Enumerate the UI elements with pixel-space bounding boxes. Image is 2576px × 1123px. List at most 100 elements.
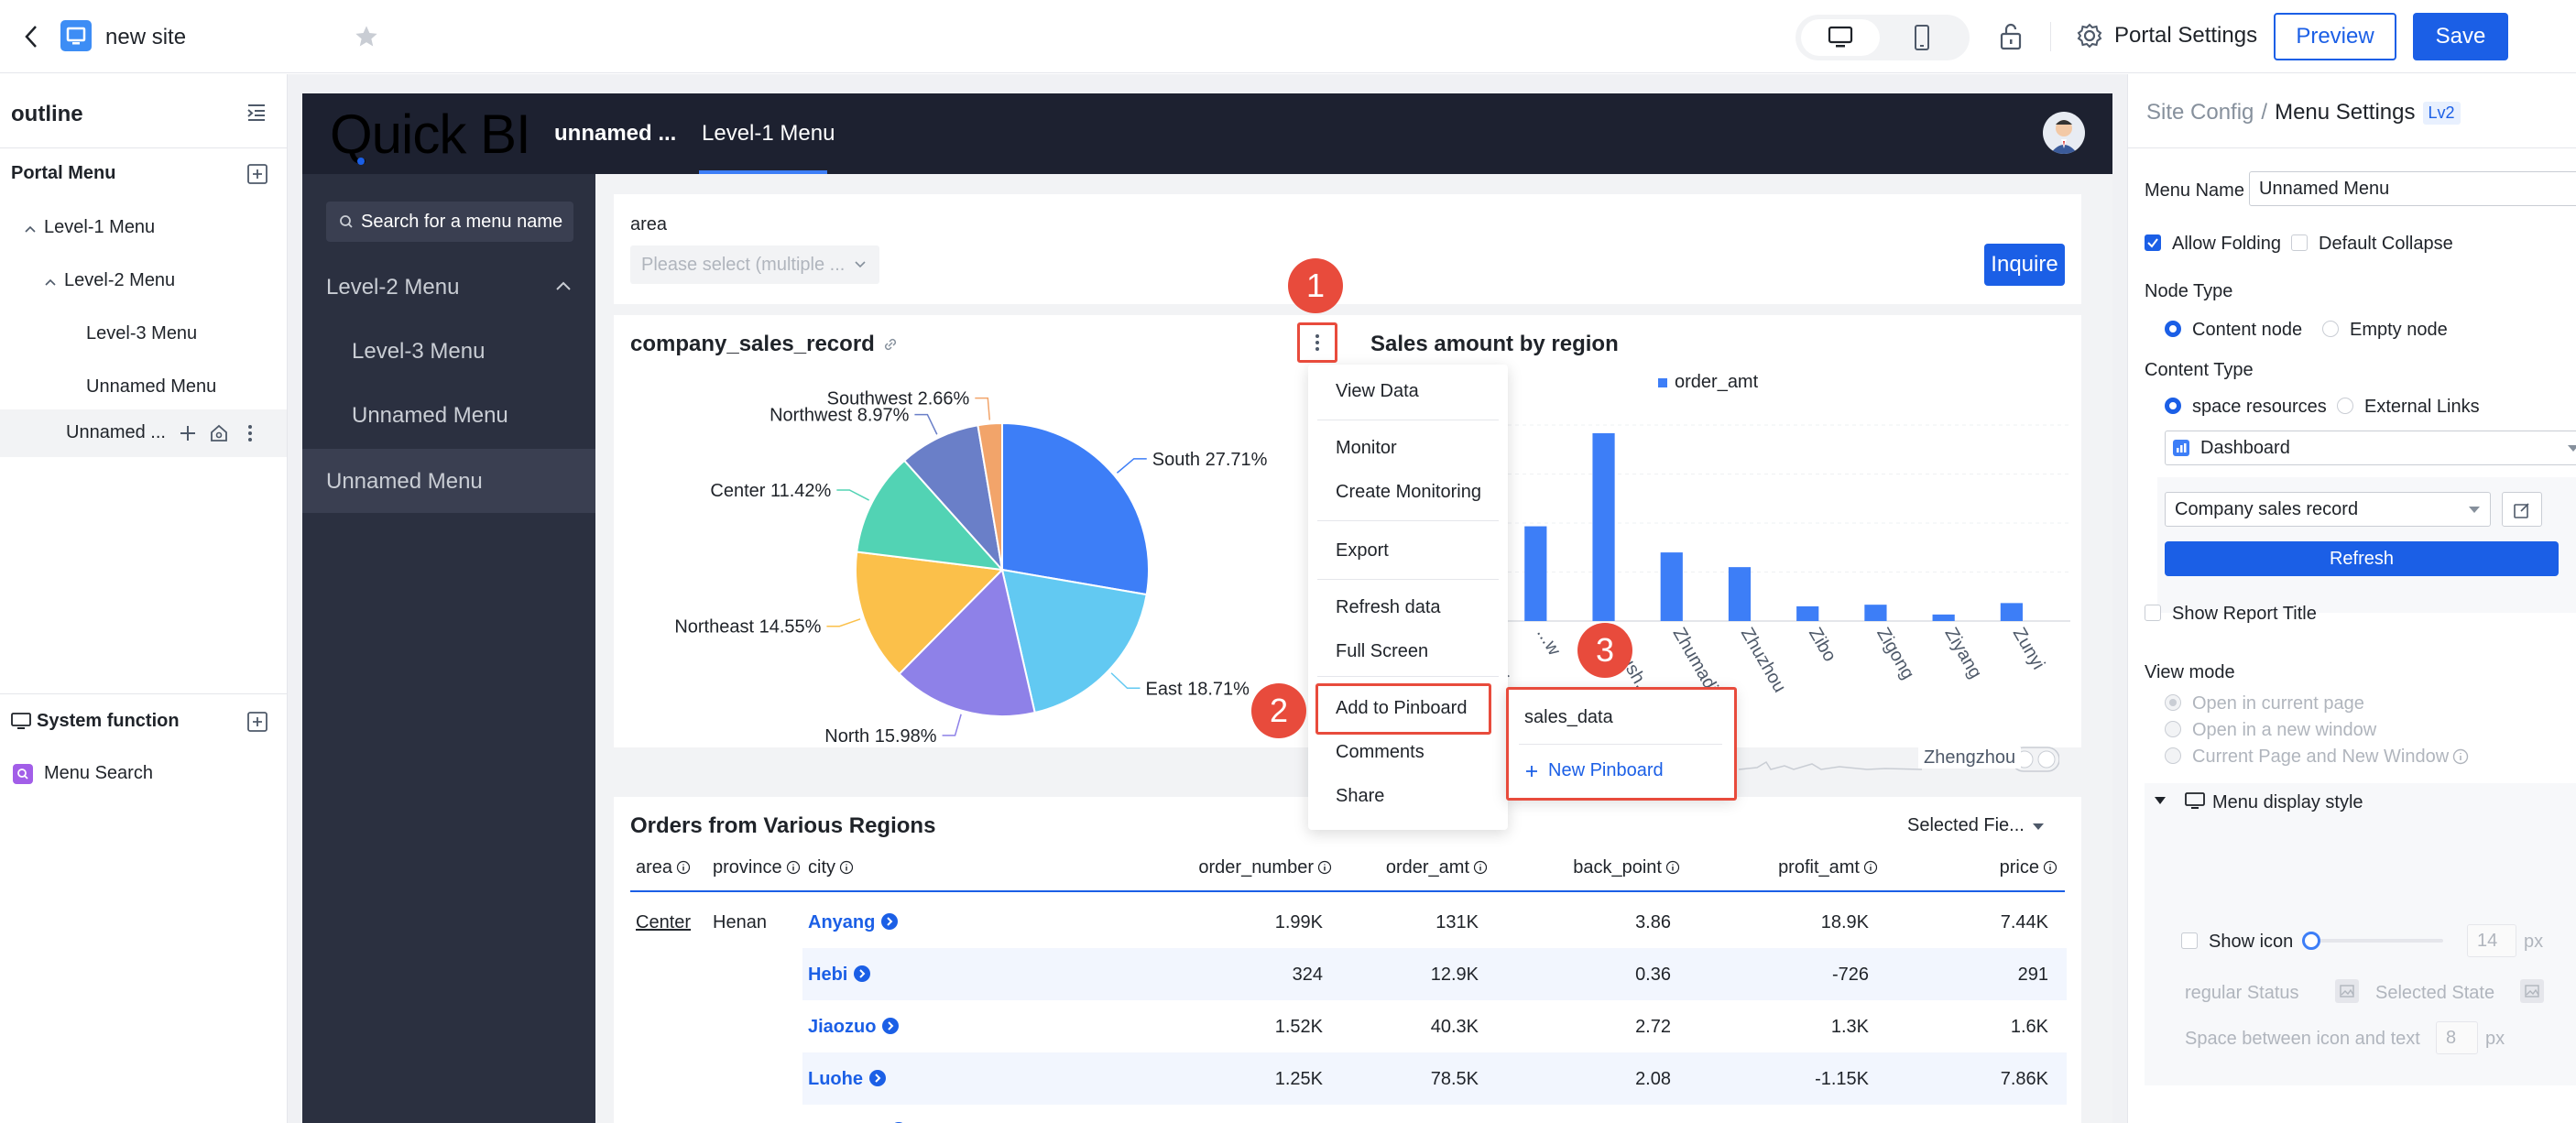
collapse-outline-icon[interactable] — [246, 102, 267, 124]
pie-slice-center[interactable] — [856, 459, 1005, 572]
table-cell-city[interactable]: Jiaozuo — [808, 1017, 900, 1038]
desktop-view-button[interactable] — [1801, 19, 1880, 56]
inquire-button[interactable]: Inquire — [1984, 244, 2065, 286]
area-select[interactable]: Please select (multiple ... — [630, 245, 879, 284]
sidebar-item-unnamed[interactable]: Unnamed Menu — [352, 403, 508, 428]
pie-slice-south[interactable] — [1001, 421, 1150, 596]
outline-item-unnamed[interactable]: Unnamed Menu — [86, 376, 217, 397]
back-arrow-icon[interactable] — [24, 24, 38, 49]
column-header-price[interactable]: price — [2000, 857, 2058, 878]
bar-ziyang[interactable] — [1932, 614, 1955, 621]
mobile-view-button[interactable] — [1913, 24, 1931, 51]
pie-slice-east[interactable] — [1000, 568, 1148, 714]
preview-button[interactable]: Preview — [2274, 13, 2396, 60]
sidebar-item-label: Unnamed Menu — [326, 469, 483, 494]
menu-monitor[interactable]: Monitor — [1336, 438, 1397, 458]
table-cell-city[interactable]: Hebi — [808, 965, 871, 986]
column-header-city[interactable]: city — [808, 857, 854, 878]
pie-slice-northwest[interactable] — [902, 424, 1004, 573]
more-vertical-icon[interactable] — [1314, 333, 1321, 353]
add-function-icon[interactable] — [247, 712, 267, 732]
content-node-radio[interactable] — [2165, 321, 2181, 337]
save-button[interactable]: Save — [2413, 13, 2508, 60]
menu-create-monitoring[interactable]: Create Monitoring — [1336, 482, 1481, 502]
sidebar-item-active[interactable]: Unnamed Menu — [302, 449, 595, 513]
regular-status-image-icon[interactable] — [2335, 979, 2359, 1003]
menu-comments[interactable]: Comments — [1336, 742, 1424, 762]
bar-zigong[interactable] — [1864, 605, 1887, 621]
nav-level1-menu[interactable]: Level-1 Menu — [702, 121, 835, 146]
new-pinboard-button[interactable]: New Pinboard — [1524, 760, 1664, 781]
refresh-button[interactable]: Refresh — [2165, 541, 2559, 576]
open-new-radio[interactable] — [2165, 721, 2181, 737]
default-collapse-checkbox[interactable] — [2291, 234, 2308, 251]
outline-item-level3[interactable]: Level-3 Menu — [86, 323, 198, 343]
selected-state-image-icon[interactable] — [2520, 979, 2544, 1003]
menu-search-item[interactable]: Menu Search — [13, 763, 153, 784]
open-current-radio[interactable] — [2165, 694, 2181, 711]
column-header-area[interactable]: area — [636, 857, 691, 878]
bar-zhuzhou[interactable] — [1728, 567, 1752, 621]
menu-name-input[interactable]: Unnamed Menu — [2249, 171, 2576, 206]
slider-handle[interactable] — [2302, 932, 2320, 950]
site-name[interactable]: new site — [105, 25, 187, 49]
chevron-up-icon[interactable] — [555, 280, 572, 291]
menu-export[interactable]: Export — [1336, 540, 1389, 561]
resource-name-select[interactable]: Company sales record — [2165, 492, 2491, 527]
menu-full-screen[interactable]: Full Screen — [1336, 641, 1429, 661]
icon-size-slider[interactable] — [2306, 939, 2443, 943]
avatar[interactable] — [2043, 112, 2085, 154]
column-header-profit-amt[interactable]: profit_amt — [1778, 857, 1878, 878]
sidebar-item-level2[interactable]: Level-2 Menu — [326, 275, 460, 300]
pinboard-item[interactable]: sales_data — [1524, 707, 1613, 727]
pie-slice-north[interactable] — [898, 568, 1036, 717]
table-cell-area[interactable]: Center — [636, 912, 691, 933]
bar-zhoushan[interactable] — [1592, 432, 1615, 621]
allow-folding-checkbox[interactable] — [2145, 234, 2161, 251]
lock-icon[interactable] — [1998, 22, 2024, 51]
selected-fields-dropdown[interactable]: Selected Fie... — [1907, 815, 2045, 836]
chevron-up-icon[interactable] — [44, 278, 57, 287]
edit-resource-button[interactable] — [2502, 492, 2542, 527]
caret-down-icon[interactable] — [2154, 796, 2167, 805]
bar-zhoukou[interactable] — [1524, 526, 1547, 621]
outline-item-level1[interactable]: Level-1 Menu — [44, 217, 156, 237]
outline-item-level2[interactable]: Level-2 Menu — [64, 270, 176, 290]
table-cell-city[interactable]: Anyang — [808, 912, 899, 933]
menu-search-input[interactable]: Search for a menu name — [326, 202, 573, 242]
open-both-radio[interactable] — [2165, 747, 2181, 764]
info-icon[interactable] — [2452, 748, 2469, 765]
pie-slice-northeast[interactable] — [855, 551, 1005, 676]
icon-size-input[interactable]: 14 — [2467, 924, 2516, 957]
sidebar-item-level3[interactable]: Level-3 Menu — [352, 339, 486, 364]
column-header-back-point[interactable]: back_point — [1573, 857, 1680, 878]
portal-settings-button[interactable]: Portal Settings — [2076, 22, 2257, 49]
bar-zhumadian[interactable] — [1660, 552, 1683, 621]
external-links-radio[interactable] — [2337, 398, 2353, 414]
space-resources-radio[interactable] — [2165, 398, 2181, 414]
pie-slice-southwest[interactable] — [977, 421, 1003, 571]
column-header-order-number[interactable]: order_number — [1198, 857, 1332, 878]
resource-type-select[interactable]: Dashboard — [2165, 431, 2576, 465]
menu-share[interactable]: Share — [1336, 786, 1385, 806]
outline-item-selected[interactable]: Unnamed ... — [0, 409, 287, 457]
table-cell-city[interactable]: Luohe — [808, 1069, 887, 1090]
empty-node-radio[interactable] — [2322, 321, 2339, 337]
breadcrumb-root[interactable]: Site Config — [2146, 100, 2254, 125]
chevron-up-icon[interactable] — [24, 224, 37, 234]
star-icon[interactable] — [354, 24, 379, 49]
home-icon[interactable] — [209, 423, 229, 443]
menu-add-to-pinboard[interactable]: Add to Pinboard — [1336, 698, 1468, 718]
column-header-order-amt[interactable]: order_amt — [1386, 857, 1488, 878]
space-value-input[interactable]: 8 — [2436, 1021, 2478, 1054]
more-icon[interactable] — [246, 423, 255, 443]
add-menu-icon[interactable] — [247, 164, 267, 184]
cell-text: -726 — [1831, 965, 1869, 985]
add-icon[interactable] — [178, 423, 198, 443]
column-header-province[interactable]: province — [713, 857, 801, 878]
bar-zunyi[interactable] — [2000, 603, 2023, 621]
bar-zibo[interactable] — [1796, 605, 1819, 621]
menu-refresh-data[interactable]: Refresh data — [1336, 597, 1441, 617]
menu-view-data[interactable]: View Data — [1336, 381, 1419, 401]
show-report-title-checkbox[interactable] — [2145, 605, 2161, 621]
